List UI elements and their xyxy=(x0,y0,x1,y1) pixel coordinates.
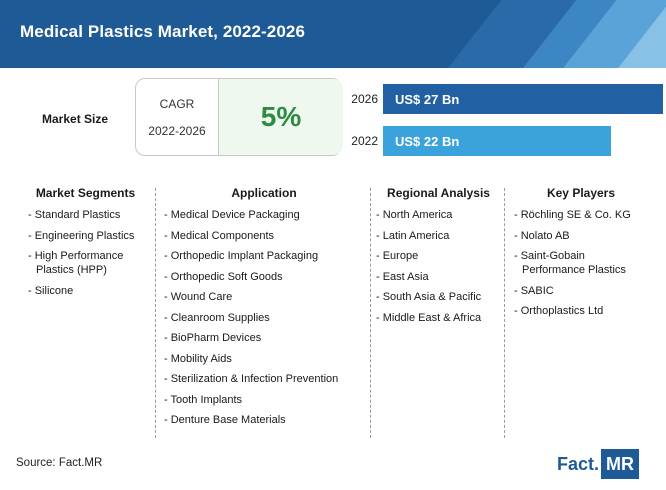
column-title: Key Players xyxy=(546,186,616,200)
column-key-players: Key Players - Röchling SE & Co. KG - Nol… xyxy=(514,186,648,436)
list-item: - Sterilization & Infection Prevention xyxy=(164,373,339,385)
list-item: - Medical Components xyxy=(164,229,275,242)
column-regional-analysis: Regional Analysis - North America - Lati… xyxy=(376,186,501,436)
list-item: - Silicone xyxy=(28,284,74,297)
list-item: - Latin America xyxy=(376,229,450,242)
cagr-box: CAGR 2022-2026 5% xyxy=(135,78,343,156)
source-note: Source: Fact.MR xyxy=(16,457,103,469)
bar-2026: US$ 27 Bn xyxy=(383,84,663,114)
column-title: Regional Analysis xyxy=(387,186,490,200)
list-item: - Röchling SE & Co. KG xyxy=(514,209,631,221)
list-item: - Denture Base Materials xyxy=(164,414,286,426)
bar-year-label: 2022 xyxy=(351,134,378,148)
page-title: Medical Plastics Market, 2022-2026 xyxy=(20,22,306,41)
list-item: Plastics (HPP) xyxy=(36,264,107,276)
factmr-logo: Fact. MR xyxy=(557,449,650,479)
segment-columns: Market Segments - Standard Plastics - En… xyxy=(18,186,648,438)
list-item: - Nolato AB xyxy=(514,229,570,242)
bar-2022: US$ 22 Bn xyxy=(383,126,612,156)
cagr-value: 5% xyxy=(218,79,343,155)
list-item: - BioPharm Devices xyxy=(164,332,262,344)
list-item: - Mobility Aids xyxy=(164,352,232,365)
column-divider xyxy=(155,188,156,438)
list-item: - Europe xyxy=(376,250,419,262)
column-title: Application xyxy=(231,186,297,200)
column-divider xyxy=(370,188,371,438)
cagr-label: CAGR xyxy=(159,97,195,111)
list-item: - Saint-Gobain xyxy=(514,250,585,262)
cagr-period: 2022-2026 xyxy=(148,124,206,138)
list-item: - South Asia & Pacific xyxy=(376,291,482,303)
list-item: - Orthoplastics Ltd xyxy=(514,305,604,317)
list-item: - High Performance xyxy=(28,250,124,262)
market-size-label: Market Size xyxy=(42,112,109,126)
list-item: - Standard Plastics xyxy=(28,209,121,221)
list-item: - Medical Device Packaging xyxy=(164,209,300,221)
list-item: - Tooth Implants xyxy=(164,393,243,406)
header-banner: Medical Plastics Market, 2022-2026 xyxy=(0,0,666,68)
list-item: - Orthopedic Soft Goods xyxy=(164,270,283,283)
list-item: - Orthopedic Implant Packaging xyxy=(164,250,319,262)
list-item: Performance Plastics xyxy=(522,264,626,276)
logo-text-left: Fact. xyxy=(557,449,602,479)
column-divider xyxy=(504,188,505,438)
column-market-segments: Market Segments - Standard Plastics - En… xyxy=(18,186,153,436)
column-application: Application - Medical Device Packaging -… xyxy=(164,186,364,436)
list-item: - Middle East & Africa xyxy=(376,311,482,324)
column-title: Market Segments xyxy=(35,186,136,200)
logo-text-right: MR xyxy=(601,449,640,479)
list-item: - East Asia xyxy=(376,270,429,283)
list-item: - Wound Care xyxy=(164,291,233,303)
list-item: - North America xyxy=(376,209,453,221)
list-item: - Cleanroom Supplies xyxy=(164,311,270,324)
list-item: - SABIC xyxy=(514,284,554,297)
bar-year-label: 2026 xyxy=(351,92,378,106)
list-item: - Engineering Plastics xyxy=(28,229,135,242)
